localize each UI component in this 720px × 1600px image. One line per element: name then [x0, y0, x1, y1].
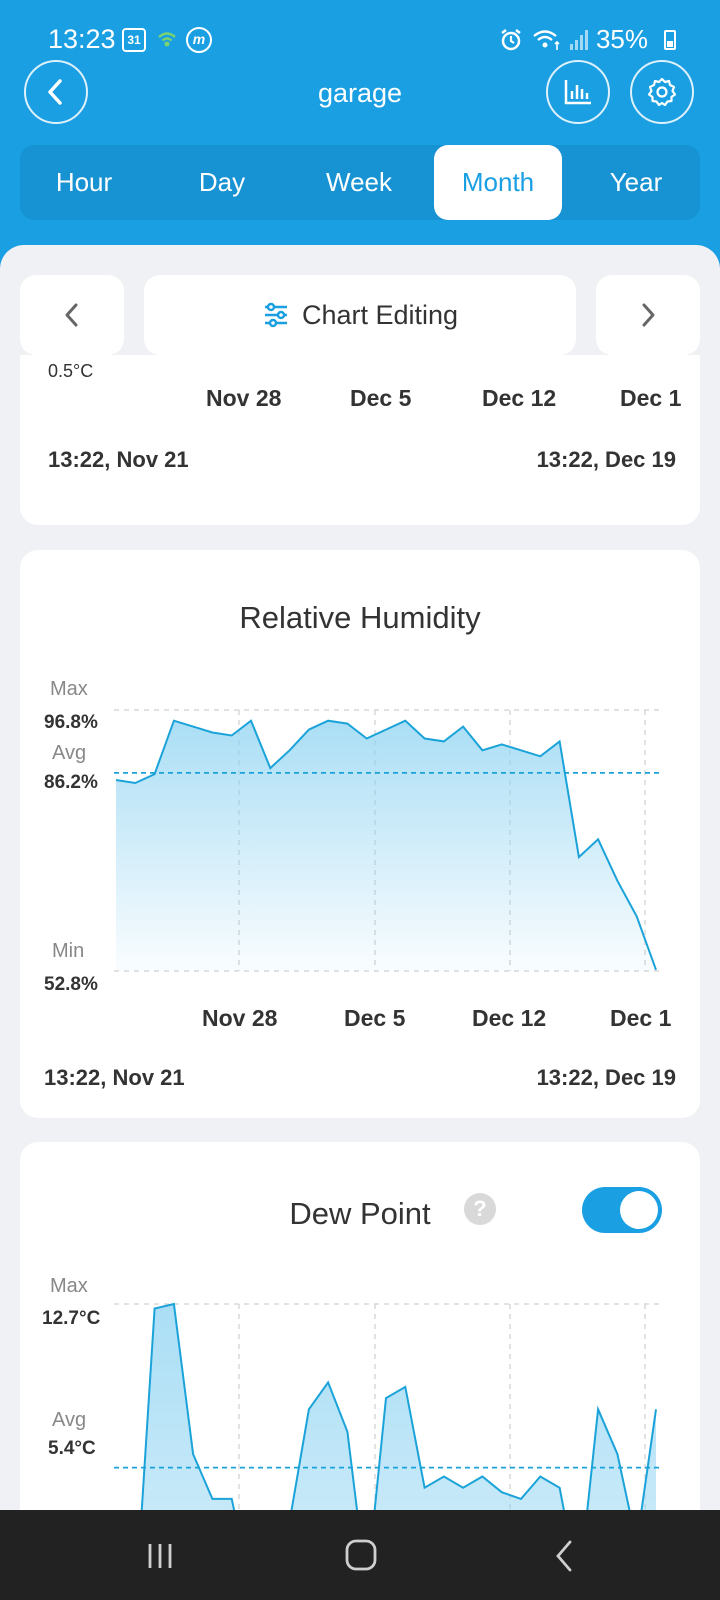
back-nav-icon[interactable] [552, 1538, 576, 1574]
chevron-left-icon [65, 303, 78, 327]
question-icon[interactable]: ? [464, 1193, 496, 1225]
period-tabs: Hour Day Week Month Year [20, 145, 700, 220]
temperature-card: 0.5°C Nov 28 Dec 5 Dec 12 Dec 1 13:22, N… [20, 355, 700, 525]
sliders-icon [264, 302, 287, 328]
humidity-title: Relative Humidity [239, 600, 481, 635]
chevron-right-icon [642, 303, 655, 327]
max-label: Max [50, 1275, 88, 1297]
x-tick-label: Dec 12 [482, 385, 557, 411]
period-navigation: Chart Editing [0, 245, 720, 370]
tab-year[interactable]: Year [609, 167, 663, 197]
humidity-line [115, 719, 657, 971]
calendar-icon: 31 [122, 28, 146, 52]
status-right: 35% [498, 24, 664, 55]
humidity-area [116, 720, 656, 971]
tab-month[interactable]: Month [434, 145, 562, 220]
range-start: 13:22, Nov 21 [48, 447, 189, 472]
min-value: 52.8% [44, 974, 98, 995]
next-period-button[interactable] [596, 275, 700, 355]
home-icon[interactable] [344, 1538, 378, 1572]
tab-day[interactable]: Day [198, 167, 246, 197]
dew-point-area [141, 1304, 656, 1510]
status-bar: 13:23 31 m [0, 0, 720, 80]
range-end: 13:22, Dec 19 [536, 447, 676, 472]
dew-point-title: Dew Point [289, 1196, 431, 1231]
avg-label: Avg [52, 1409, 87, 1431]
tab-hour[interactable]: Hour [55, 167, 113, 197]
x-tick-label: Dec 1 [610, 1005, 672, 1031]
alarm-icon [501, 28, 521, 50]
range-end: 13:22, Dec 19 [536, 1065, 676, 1090]
dew-point-line [140, 1302, 657, 1510]
dew-point-chart [114, 1302, 660, 1510]
avg-label: Avg [52, 742, 87, 764]
humidity-chart [114, 709, 660, 972]
battery-percent: 35% [595, 24, 648, 54]
max-label: Max [50, 678, 88, 700]
chevron-left-icon [48, 79, 62, 105]
x-tick-label: Nov 28 [206, 385, 282, 411]
previous-period-button[interactable] [20, 275, 124, 355]
app-notification-icon: m [186, 27, 212, 53]
wifi-icon [533, 29, 560, 50]
x-tick-label: Nov 28 [202, 1005, 278, 1031]
min-label: Min [52, 940, 85, 962]
status-time: 13:23 [48, 24, 116, 54]
content-panel: Chart Editing 0.5°C Nov 28 Dec 5 Dec 12 … [0, 245, 720, 1510]
battery-icon [664, 30, 676, 50]
dew-point-toggle[interactable] [582, 1187, 662, 1233]
x-tick-label: Dec 12 [472, 1005, 547, 1031]
avg-value: 5.4°C [48, 1438, 96, 1459]
recent-apps-icon[interactable] [144, 1540, 176, 1572]
max-value: 12.7°C [42, 1308, 101, 1329]
back-button[interactable] [24, 60, 88, 124]
humidity-card: Relative Humidity Max 96.8% Avg 86.2% Mi… [20, 550, 700, 1118]
wifi-call-icon [158, 32, 176, 47]
gear-icon [647, 77, 677, 107]
avg-value: 86.2% [44, 772, 98, 793]
temperature-min-value: 0.5°C [48, 361, 94, 381]
signal-icon [569, 29, 588, 50]
dew-point-card: Dew Point ? Max 12.7°C Avg 5.4°C [20, 1142, 700, 1510]
max-value: 96.8% [44, 712, 98, 733]
system-navigation-bar [0, 1510, 720, 1600]
tab-week[interactable]: Week [326, 167, 392, 197]
bar-chart-icon [564, 80, 591, 105]
range-start: 13:22, Nov 21 [44, 1065, 185, 1090]
x-tick-label: Dec 5 [344, 1005, 406, 1031]
x-tick-label: Dec 5 [350, 385, 412, 411]
settings-button[interactable] [630, 60, 694, 124]
chart-editing-label: Chart Editing [301, 299, 459, 330]
chart-editing-button[interactable]: Chart Editing [144, 275, 576, 355]
x-tick-label: Dec 1 [620, 385, 682, 411]
page-title: garage [317, 78, 403, 108]
chart-type-button[interactable] [546, 60, 610, 124]
